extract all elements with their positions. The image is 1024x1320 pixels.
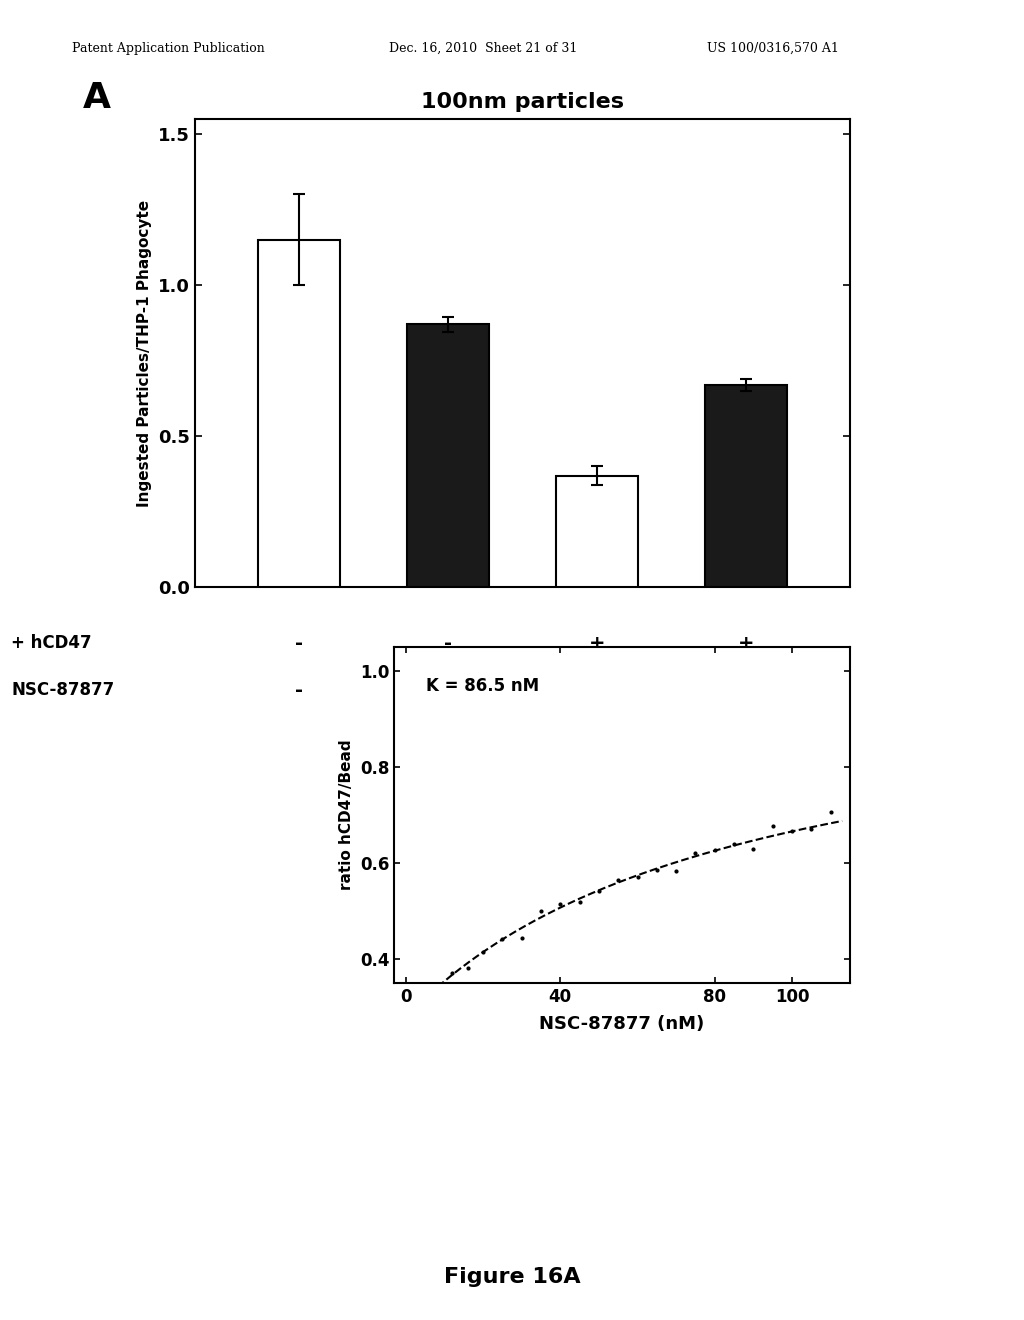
Point bbox=[610, 869, 627, 890]
Text: +: + bbox=[737, 681, 754, 700]
Text: -: - bbox=[593, 681, 601, 700]
Text: NSC-87877: NSC-87877 bbox=[11, 681, 115, 700]
Bar bbox=[556, 475, 638, 587]
Bar bbox=[407, 325, 488, 587]
Text: -: - bbox=[295, 681, 303, 700]
Point bbox=[745, 838, 762, 859]
Point bbox=[687, 842, 703, 863]
Point bbox=[803, 818, 819, 840]
Point bbox=[406, 989, 422, 1010]
Point bbox=[417, 990, 433, 1011]
Point bbox=[444, 962, 461, 983]
Text: +: + bbox=[439, 681, 456, 700]
Text: -: - bbox=[443, 635, 452, 653]
Text: -: - bbox=[295, 635, 303, 653]
Point bbox=[783, 820, 800, 841]
Text: +: + bbox=[737, 635, 754, 653]
Bar bbox=[705, 385, 786, 587]
Point bbox=[668, 861, 684, 882]
Text: US 100/0316,570 A1: US 100/0316,570 A1 bbox=[707, 42, 839, 55]
Point bbox=[428, 977, 444, 998]
Point bbox=[495, 929, 511, 950]
X-axis label: NSC-87877 (nM): NSC-87877 (nM) bbox=[540, 1015, 705, 1032]
Point bbox=[648, 859, 665, 880]
Point bbox=[475, 941, 492, 962]
Text: A: A bbox=[83, 82, 112, 115]
Point bbox=[591, 880, 607, 902]
Point bbox=[571, 891, 588, 912]
Y-axis label: ratio hCD47/Bead: ratio hCD47/Bead bbox=[339, 739, 354, 891]
Text: Dec. 16, 2010  Sheet 21 of 31: Dec. 16, 2010 Sheet 21 of 31 bbox=[389, 42, 578, 55]
Text: K = 86.5 nM: K = 86.5 nM bbox=[426, 677, 540, 696]
Point bbox=[460, 957, 476, 978]
Text: + hCD47: + hCD47 bbox=[11, 635, 92, 652]
Point bbox=[765, 816, 781, 837]
Y-axis label: Ingested Particles/THP-1 Phagocyte: Ingested Particles/THP-1 Phagocyte bbox=[137, 199, 153, 507]
Point bbox=[707, 840, 723, 861]
Bar bbox=[258, 240, 340, 587]
Point bbox=[822, 801, 839, 822]
Point bbox=[726, 833, 742, 854]
Text: Figure 16A: Figure 16A bbox=[443, 1267, 581, 1287]
Point bbox=[532, 900, 549, 921]
Point bbox=[630, 866, 646, 887]
Point bbox=[552, 894, 568, 915]
Text: Patent Application Publication: Patent Application Publication bbox=[72, 42, 264, 55]
Text: +: + bbox=[589, 635, 605, 653]
Title: 100nm particles: 100nm particles bbox=[421, 91, 624, 112]
Point bbox=[513, 928, 529, 949]
